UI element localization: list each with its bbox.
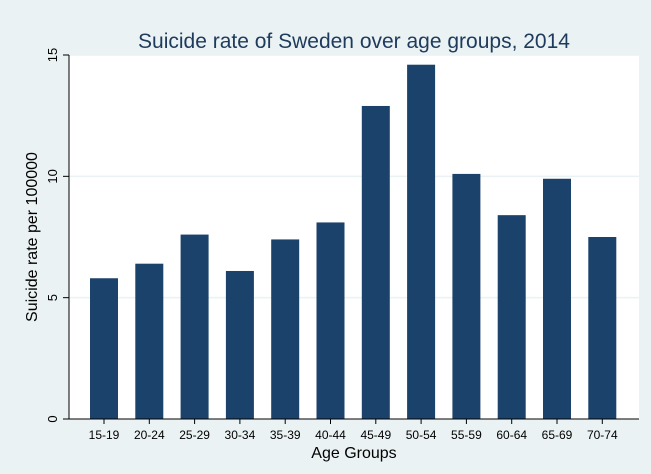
- bars: [90, 64, 617, 420]
- bar-20-24: [135, 263, 164, 419]
- x-axis-ticks: 15-19 20-24 25-29 30-34 35-39 40-44 45-49 50-54…: [89, 419, 618, 442]
- x-tick-label: 30-34: [225, 428, 256, 442]
- bar-35-39: [271, 239, 300, 419]
- y-axis-ticks: 0 5 10 15: [45, 48, 69, 423]
- x-tick-label: 50-54: [406, 428, 437, 442]
- x-tick-label: 15-19: [89, 428, 120, 442]
- bar-40-44: [316, 222, 345, 419]
- x-tick-label: 20-24: [134, 428, 165, 442]
- bar-60-64: [497, 215, 526, 419]
- x-axis-title: Age Groups: [311, 445, 396, 462]
- x-tick-label: 45-49: [360, 428, 391, 442]
- x-tick-label: 40-44: [315, 428, 346, 442]
- x-tick-label: 25-29: [179, 428, 210, 442]
- x-tick-label: 55-59: [451, 428, 482, 442]
- y-tick-label: 10: [45, 169, 60, 183]
- chart-title: Suicide rate of Sweden over age groups, …: [138, 30, 570, 53]
- bar-55-59: [452, 173, 481, 419]
- x-tick-label: 70-74: [587, 428, 618, 442]
- y-tick-label: 0: [45, 415, 60, 422]
- bar-50-54: [407, 64, 436, 419]
- bar-15-19: [90, 278, 118, 419]
- y-tick-label: 15: [45, 48, 60, 62]
- bar-45-49: [361, 105, 390, 420]
- bar-70-74: [588, 237, 617, 419]
- bar-25-29: [180, 234, 209, 419]
- x-tick-label: 65-69: [542, 428, 573, 442]
- y-axis-title: Suicide rate per 100000: [24, 152, 41, 322]
- bar-65-69: [543, 178, 571, 419]
- x-tick-label: 35-39: [270, 428, 301, 442]
- bar-30-34: [225, 270, 254, 419]
- x-tick-label: 60-64: [496, 428, 527, 442]
- y-tick-label: 5: [45, 294, 60, 301]
